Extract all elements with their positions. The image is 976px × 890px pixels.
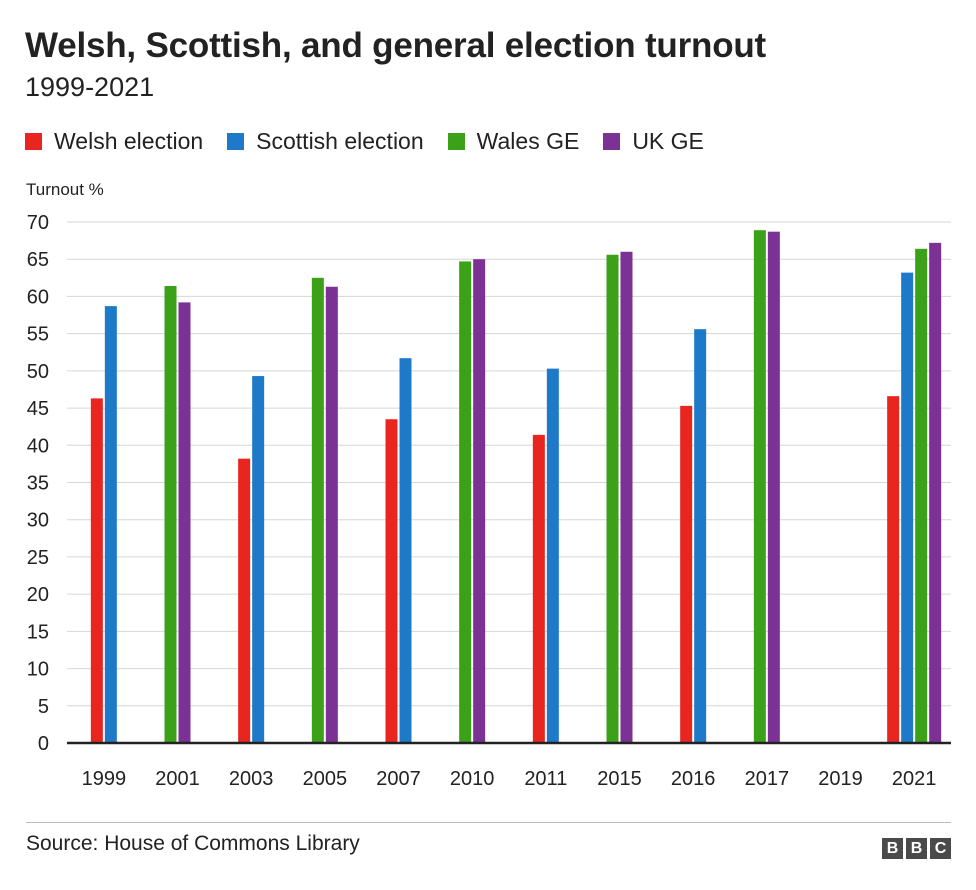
bar-scottish-election-1999	[104, 306, 117, 743]
bar-scottish-election-2016	[694, 329, 707, 743]
bar-welsh-election-2011	[532, 434, 545, 743]
bar-uk-ge-2021	[929, 242, 942, 743]
x-tick-label: 2011	[524, 768, 567, 790]
bar-welsh-election-1999	[90, 398, 103, 743]
y-tick-label: 30	[27, 510, 49, 532]
bar-wales-ge-2005	[311, 277, 324, 743]
bar-welsh-election-2003	[238, 458, 251, 743]
legend-item-uk-ge: UK GE	[603, 128, 704, 155]
y-axis-label: Turnout %	[26, 180, 104, 199]
bar-wales-ge-2001	[164, 286, 177, 743]
y-tick-label: 0	[38, 733, 49, 755]
x-tick-label: 2007	[376, 768, 421, 790]
logo-letter: B	[906, 838, 927, 859]
y-tick-label: 50	[27, 361, 49, 383]
y-tick-label: 15	[27, 621, 49, 643]
y-tick-label: 25	[27, 547, 49, 569]
bar-welsh-election-2007	[385, 419, 398, 743]
logo-letter: C	[930, 838, 951, 859]
bbc-logo: B B C	[882, 838, 954, 859]
chart-subtitle: 1999-2021	[25, 72, 155, 102]
y-tick-label: 40	[27, 435, 49, 457]
x-tick-label: 2003	[229, 768, 274, 790]
y-tick-label: 10	[27, 659, 49, 681]
bar-wales-ge-2021	[915, 248, 928, 743]
x-tick-label: 2019	[818, 768, 863, 790]
bar-uk-ge-2010	[473, 259, 486, 743]
legend-label-scottish-election: Scottish election	[256, 128, 424, 154]
legend-label-welsh-election: Welsh election	[54, 128, 204, 154]
bar-scottish-election-2003	[252, 376, 265, 743]
bar-uk-ge-2017	[767, 231, 780, 743]
y-tick-label: 70	[27, 212, 49, 234]
chart-title: Welsh, Scottish, and general election tu…	[25, 26, 767, 65]
y-tick-label: 45	[27, 398, 49, 420]
y-tick-label: 5	[38, 696, 49, 718]
legend-item-wales-ge: Wales GE	[447, 128, 580, 155]
bar-uk-ge-2015	[620, 251, 633, 743]
bar-uk-ge-2005	[325, 286, 338, 743]
gridlines	[67, 221, 951, 707]
bar-wales-ge-2015	[606, 254, 619, 743]
y-tick-label: 55	[27, 324, 49, 346]
legend-item-scottish-election: Scottish election	[227, 128, 424, 155]
x-tick-label: 1999	[82, 768, 127, 790]
logo-letter: B	[882, 838, 903, 859]
legend-swatch-scottish-election	[227, 133, 245, 150]
x-tick-label: 2001	[155, 768, 200, 790]
bar-welsh-election-2016	[680, 405, 693, 743]
y-tick-label: 60	[27, 286, 49, 308]
bar-scottish-election-2021	[901, 272, 914, 743]
legend-label-uk-ge: UK GE	[632, 128, 704, 154]
bar-welsh-election-2021	[887, 396, 900, 743]
bar-wales-ge-2017	[753, 230, 766, 744]
bar-wales-ge-2010	[459, 261, 472, 743]
x-tick-label: 2015	[597, 768, 642, 790]
bar-scottish-election-2007	[399, 358, 412, 743]
source-note: Source: House of Commons Library	[26, 832, 360, 855]
legend-swatch-wales-ge	[447, 133, 465, 150]
bars	[90, 230, 942, 744]
bar-scottish-election-2011	[546, 368, 559, 743]
y-tick-label: 65	[27, 249, 49, 271]
x-tick-label: 2021	[892, 768, 937, 790]
legend-item-welsh-election: Welsh election	[25, 128, 203, 155]
footer-divider	[26, 822, 951, 823]
x-tick-label: 2016	[671, 768, 716, 790]
axes: 0 5 10 15 20 25 30 35 40 45 50 55 60 65 70 1999 2001 2003…	[27, 212, 951, 790]
legend-label-wales-ge: Wales GE	[476, 128, 580, 154]
x-tick-label: 2010	[450, 768, 495, 790]
y-tick-label: 20	[27, 584, 49, 606]
bar-uk-ge-2001	[178, 302, 191, 743]
legend-swatch-uk-ge	[603, 133, 621, 150]
legend: Welsh election Scottish election Wales G…	[25, 128, 728, 155]
x-tick-label: 2017	[745, 768, 790, 790]
legend-swatch-welsh-election	[25, 133, 42, 150]
y-tick-label: 35	[27, 473, 49, 495]
x-tick-label: 2005	[303, 768, 348, 790]
